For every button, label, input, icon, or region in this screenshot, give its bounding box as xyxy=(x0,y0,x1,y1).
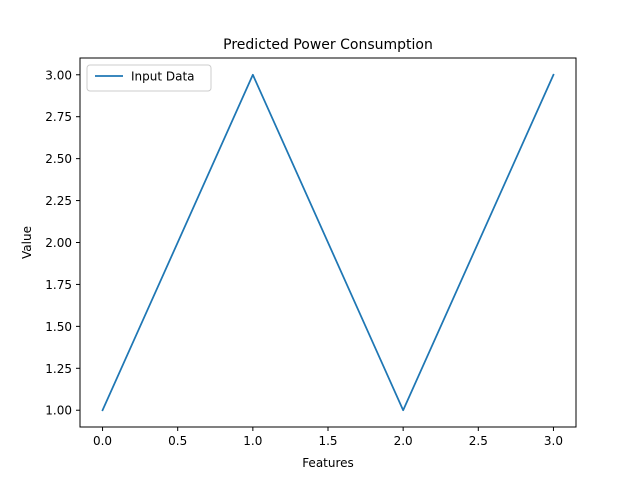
legend-label: Input Data xyxy=(131,70,195,84)
y-tick-label: 3.00 xyxy=(45,68,72,82)
y-tick-label: 1.00 xyxy=(45,404,72,418)
x-tick-label: 2.5 xyxy=(469,434,488,448)
x-tick-label: 3.0 xyxy=(544,434,563,448)
y-tick-label: 2.25 xyxy=(45,194,72,208)
y-tick-label: 2.00 xyxy=(45,236,72,250)
x-tick-label: 2.0 xyxy=(394,434,413,448)
y-tick-label: 2.75 xyxy=(45,110,72,124)
y-axis: 1.00 1.25 1.50 1.75 2.00 2.25 2.50 2.75 3.00 xyxy=(45,68,80,418)
plot-frame xyxy=(79,57,577,428)
legend-frame xyxy=(86,64,212,92)
x-tick-label: 1.5 xyxy=(318,434,337,448)
x-tick-label: 0.0 xyxy=(93,434,112,448)
chart-title: Predicted Power Consumption xyxy=(223,37,433,53)
x-tick-label: 1.0 xyxy=(243,434,262,448)
series-line xyxy=(101,73,555,412)
series-layer xyxy=(101,73,555,412)
legend: Input Data xyxy=(86,64,212,92)
y-tick-label: 1.50 xyxy=(45,320,72,334)
y-tick-label: 1.75 xyxy=(45,278,72,292)
y-tick-label: 1.25 xyxy=(45,362,72,376)
x-axis-title: Features xyxy=(302,456,354,470)
x-tick-label: 0.5 xyxy=(168,434,187,448)
x-axis: 0.0 0.5 1.0 1.5 2.0 2.5 3.0 xyxy=(93,427,563,448)
y-axis-title: Value xyxy=(20,226,34,259)
y-tick-label: 2.50 xyxy=(45,152,72,166)
